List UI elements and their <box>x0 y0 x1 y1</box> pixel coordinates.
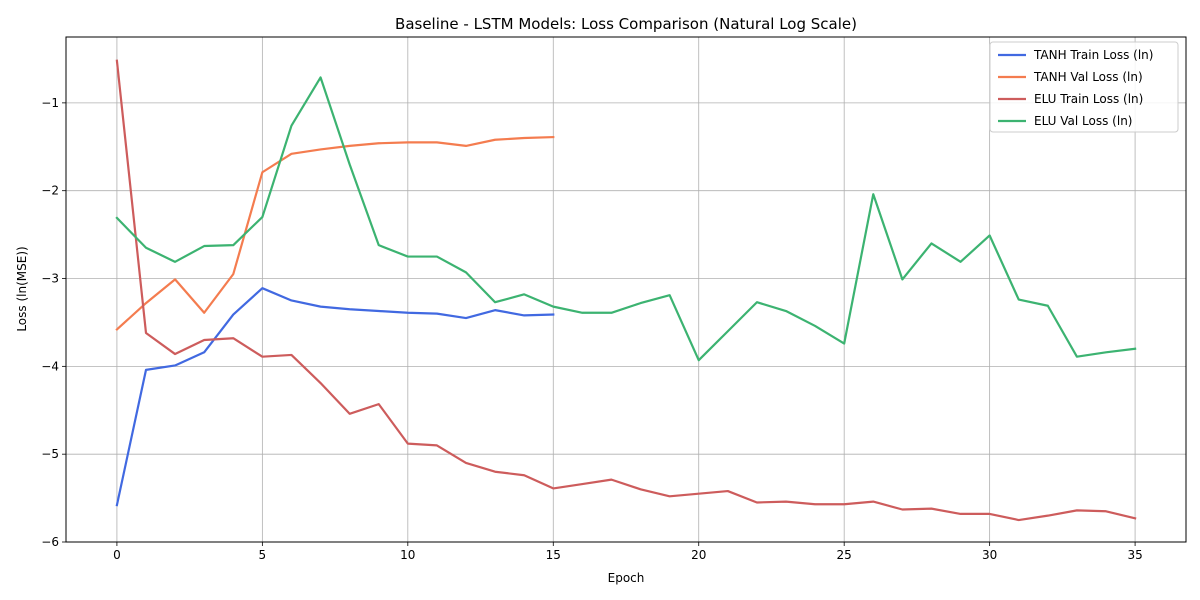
y-axis-label: Loss (ln(MSE)) <box>15 246 29 331</box>
series-line-2 <box>115 59 1137 522</box>
x-tick-label: 25 <box>837 548 852 562</box>
legend-label-3: ELU Val Loss (ln) <box>1034 114 1132 128</box>
legend-label-1: TANH Val Loss (ln) <box>1033 70 1143 84</box>
series-line-3 <box>115 76 1137 362</box>
x-tick-label: 15 <box>546 548 561 562</box>
y-tick-label: −6 <box>41 535 59 549</box>
series-line-1 <box>115 135 555 332</box>
plot-frame <box>65 36 1187 543</box>
x-tick-label: 35 <box>1127 548 1142 562</box>
series-line-0 <box>115 287 555 507</box>
legend-entries: TANH Train Loss (ln) TANH Val Loss (ln) EL… <box>998 48 1153 128</box>
legend-label-2: ELU Train Loss (ln) <box>1034 92 1143 106</box>
y-tick-label: −4 <box>41 359 59 373</box>
legend: TANH Train Loss (ln) TANH Val Loss (ln) EL… <box>989 41 1179 133</box>
x-tick-label: 0 <box>113 548 121 562</box>
legend-box <box>989 41 1179 133</box>
y-tick-label: −3 <box>41 272 59 286</box>
chart-title: Baseline - LSTM Models: Loss Comparison … <box>395 15 857 33</box>
y-tick-label: −2 <box>41 184 59 198</box>
y-tick-label: −1 <box>41 96 59 110</box>
series-lines <box>115 59 1137 522</box>
x-tick-label: 30 <box>982 548 997 562</box>
x-axis-label: Epoch <box>608 571 645 585</box>
y-tick-label: −5 <box>41 447 59 461</box>
axis-ticks: 0 5 10 15 20 25 30 35 −6 −5 −4 −3 −2 −1 <box>41 96 1142 562</box>
x-tick-label: 20 <box>691 548 706 562</box>
legend-label-0: TANH Train Loss (ln) <box>1033 48 1153 62</box>
x-tick-label: 10 <box>400 548 415 562</box>
x-tick-label: 5 <box>259 548 267 562</box>
